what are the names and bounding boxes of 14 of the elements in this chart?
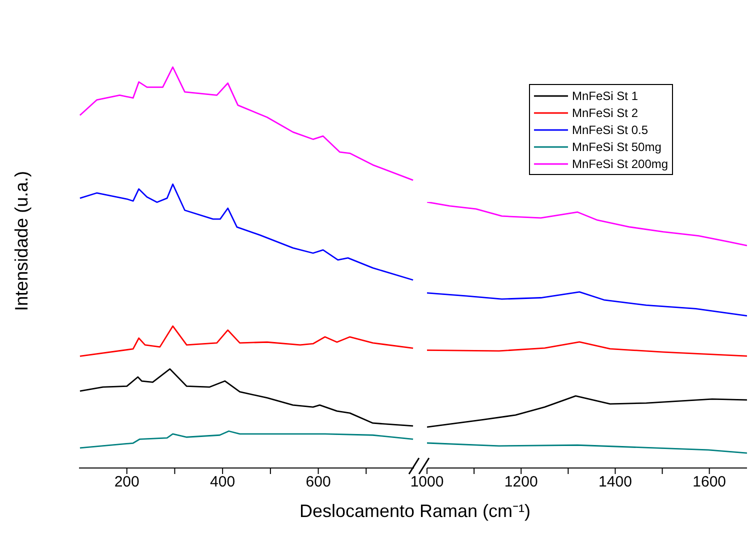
x-tick-label: 1600 <box>692 474 726 491</box>
x-tick-label: 200 <box>114 474 140 491</box>
x-axis-title: Deslocamento Raman (cm⁻¹) <box>299 500 531 522</box>
x-tick-label: 1000 <box>410 474 444 491</box>
x-tick-label: 400 <box>210 474 236 491</box>
legend-label: MnFeSi St 1 <box>572 88 638 102</box>
x-tick-label: 1400 <box>598 474 632 491</box>
legend-label: MnFeSi St 50mg <box>572 140 662 154</box>
legend-label: MnFeSi St 0.5 <box>572 122 648 136</box>
x-tick-label: 1200 <box>504 474 538 491</box>
legend-label: MnFeSi St 2 <box>572 106 638 120</box>
x-tick-label: 600 <box>306 474 331 491</box>
legend-label: MnFeSi St 200mg <box>572 156 668 170</box>
y-axis-title: Intensidade (u.a.) <box>12 170 32 311</box>
